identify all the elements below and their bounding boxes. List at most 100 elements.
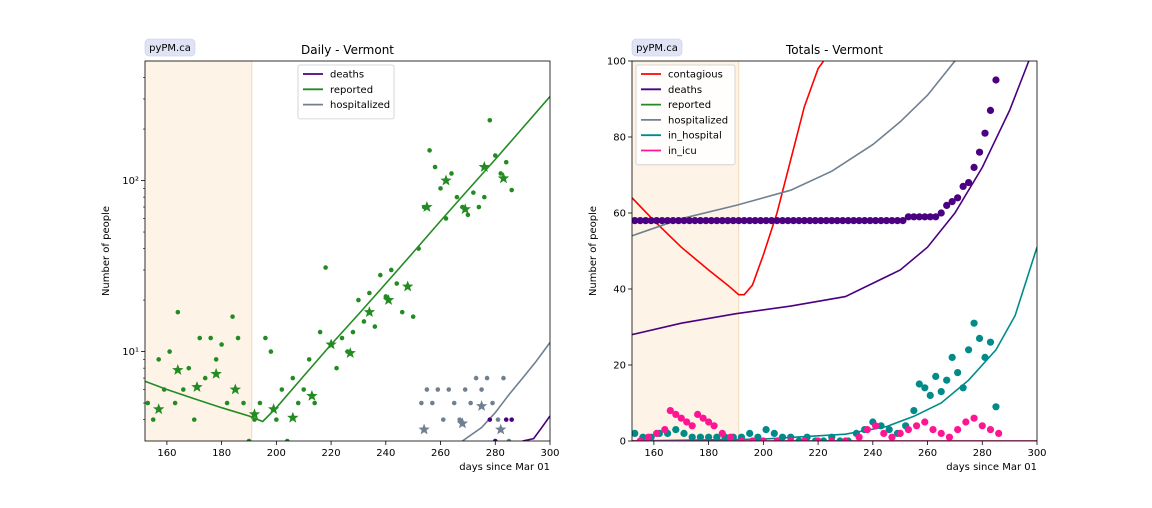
chart0-reported-point-12 — [208, 335, 213, 341]
chart1-in-icu-point-6 — [677, 414, 685, 422]
chart0-reported-point-13 — [213, 357, 219, 362]
chart1-in-icu-point-20 — [800, 437, 808, 441]
chart0-deaths-point-1 — [492, 438, 498, 441]
chart1-legend-label-reported: reported — [668, 100, 711, 111]
chart1-in-icu-point-34 — [937, 429, 945, 437]
chart0-reported-point-4 — [167, 349, 172, 354]
chart1-in-icu-point-37 — [962, 418, 970, 426]
chart0-reported-star-17 — [478, 161, 490, 172]
chart0-reported-point-18 — [241, 400, 246, 406]
chart1-in-hospital-point-15 — [754, 433, 762, 441]
chart1-deaths-point-19 — [735, 217, 743, 225]
chart1-deaths-point-9 — [680, 217, 688, 225]
chart1-in-icu-point-24 — [855, 433, 863, 441]
chart1-deaths-point-34 — [817, 217, 825, 225]
chart0-deaths-point-3 — [509, 417, 514, 422]
chart0-reported-point-59 — [465, 212, 471, 218]
chart1-deaths-point-57 — [943, 201, 951, 209]
chart0-fit-window-shade — [145, 61, 252, 441]
chart0-reported-point-25 — [279, 387, 285, 392]
chart0-reported-point-23 — [268, 349, 274, 354]
chart1-in-hospital-point-48 — [986, 338, 995, 346]
chart0-reported-point-60 — [471, 190, 476, 195]
chart0-reported-point-26 — [284, 438, 290, 441]
chart1-y-tick-label-1: 20 — [613, 361, 626, 372]
chart0-reported-point-2 — [156, 357, 161, 362]
chart0-x-axis-label: days since Mar 01 — [459, 462, 550, 473]
chart1-in-icu-point-11 — [705, 418, 713, 426]
chart0-reported-star-11 — [363, 306, 376, 317]
chart0-badge-text: pyPM.ca — [149, 43, 191, 54]
chart0-reported-point-11 — [202, 375, 208, 381]
chart1-deaths-point-31 — [800, 217, 808, 225]
chart0-reported-point-52 — [427, 148, 432, 153]
chart0-series-deaths-line — [522, 415, 550, 441]
chart0-reported-point-10 — [197, 335, 203, 341]
chart0-reported-point-50 — [416, 246, 421, 251]
chart0-y-tick-label-0: 10¹ — [122, 347, 139, 358]
chart0-title: Daily - Vermont — [301, 43, 394, 57]
chart1-deaths-point-30 — [795, 217, 803, 225]
chart1-deaths-point-20 — [740, 217, 748, 225]
chart1-deaths-point-35 — [822, 217, 830, 225]
chart1-deaths-point-45 — [877, 217, 885, 225]
chart1-deaths-point-21 — [746, 217, 754, 225]
chart1-in-hospital-point-36 — [921, 384, 929, 392]
chart0-hospitalized-point-7 — [457, 417, 462, 422]
chart0-badge — [144, 38, 196, 57]
chart0-hospitalized-point-3 — [435, 387, 441, 392]
chart1-deaths-point-33 — [811, 217, 819, 225]
chart1-in-icu-point-31 — [912, 422, 921, 430]
chart0-reported-point-43 — [378, 272, 383, 278]
chart1-in-hospital-point-41 — [948, 353, 956, 361]
chart1-deaths-point-5 — [658, 217, 666, 225]
chart0-legend-label-reported: reported — [330, 85, 373, 96]
chart0-reported-star-13 — [402, 280, 414, 292]
chart0-reported-point-40 — [361, 319, 367, 324]
chart0-hospitalized-point-5 — [446, 387, 452, 392]
chart0-reported-point-19 — [246, 438, 252, 441]
chart0-hospitalized-star-3 — [495, 423, 507, 435]
chart0-reported-point-6 — [175, 309, 181, 315]
chart1-in-icu-point-27 — [880, 429, 888, 437]
chart0-x-tick-label-7: 300 — [540, 448, 559, 459]
chart0-reported-point-22 — [263, 335, 268, 341]
chart1-in-icu-point-10 — [699, 414, 707, 422]
chart1-in-icu-point-17 — [759, 437, 767, 441]
chart1-deaths-point-46 — [882, 217, 891, 225]
chart1-deaths-point-51 — [910, 213, 918, 221]
chart1-deaths-point-3 — [647, 217, 655, 225]
chart1-y-tick-label-3: 60 — [613, 209, 626, 220]
chart1-x-tick-label-5: 260 — [918, 448, 937, 459]
chart0-reported-star-8 — [306, 390, 318, 401]
chart1-in-hospital-point-49 — [992, 403, 1000, 411]
chart1-in-icu-point-5 — [672, 410, 680, 418]
chart0-hospitalized-point-14 — [495, 417, 501, 422]
chart0-reported-point-8 — [186, 365, 192, 371]
chart1-x-tick-label-1: 180 — [699, 448, 718, 459]
chart0-reported-point-14 — [219, 342, 224, 347]
chart0-reported-star-15 — [440, 174, 452, 186]
chart0-reported-point-0 — [145, 400, 151, 406]
chart1-deaths-point-48 — [893, 217, 902, 225]
chart0-x-tick-label-2: 200 — [267, 448, 286, 459]
chart1-in-hospital-point-44 — [964, 346, 973, 354]
chart1-in-icu-point-40 — [986, 426, 995, 434]
chart0-hospitalized-point-16 — [506, 438, 512, 441]
chart0-reported-star-18 — [497, 172, 510, 184]
chart1-deaths-point-36 — [828, 217, 836, 225]
chart1-deaths-point-65 — [986, 106, 995, 114]
chart0-reported-point-33 — [323, 265, 328, 270]
chart0-reported-point-46 — [394, 281, 400, 286]
chart0-reported-point-9 — [191, 417, 197, 422]
chart0-reported-point-27 — [290, 375, 296, 381]
chart0-reported-point-35 — [334, 365, 339, 371]
chart1-legend-label-deaths: deaths — [668, 85, 702, 96]
chart1-deaths-point-22 — [751, 217, 759, 225]
chart0-reported-point-66 — [503, 159, 509, 165]
chart1-in-hospital-point-0 — [632, 429, 639, 437]
chart0-hospitalized-point-15 — [501, 375, 506, 381]
chart0-reported-point-1 — [150, 417, 156, 422]
chart1-in-hospital-point-37 — [926, 391, 934, 399]
